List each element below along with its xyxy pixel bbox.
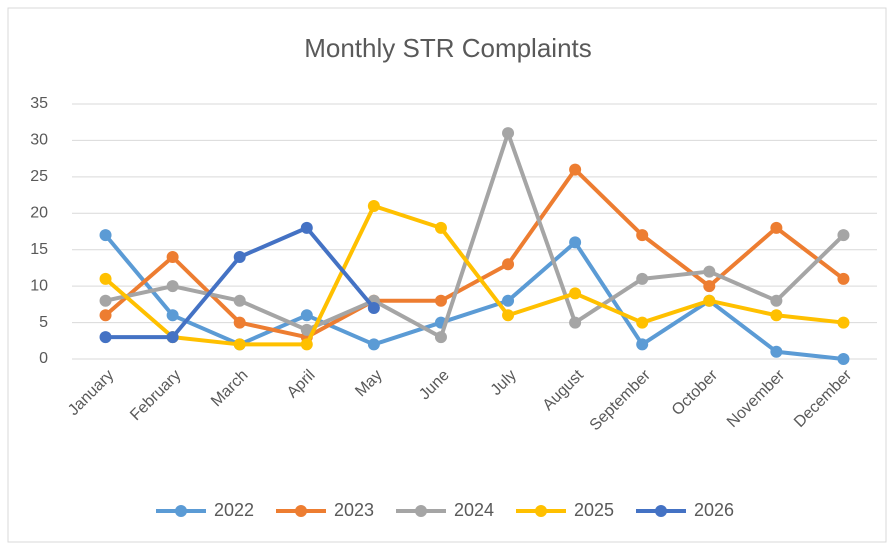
data-point [636, 338, 649, 351]
y-tick-label: 5 [39, 314, 48, 331]
y-tick-label: 15 [30, 241, 48, 258]
data-point [300, 338, 313, 351]
data-point [300, 323, 313, 336]
series-line [104, 204, 844, 347]
data-point [434, 221, 447, 234]
legend-marker [295, 505, 307, 517]
data-point [770, 345, 783, 358]
data-point [233, 294, 246, 307]
y-tick-label: 30 [30, 132, 48, 149]
data-point [502, 294, 515, 307]
data-point [233, 316, 246, 329]
data-point [367, 200, 380, 212]
legend-label: 2023 [334, 500, 374, 520]
data-point [166, 251, 179, 263]
data-point [837, 272, 850, 285]
data-point [434, 294, 447, 307]
data-point [434, 331, 447, 344]
legend-marker [535, 505, 547, 517]
data-point [703, 280, 716, 293]
data-point [99, 229, 112, 242]
data-point [99, 331, 112, 344]
data-point [770, 221, 783, 234]
data-point [569, 236, 582, 249]
legend-label: 2025 [574, 500, 614, 520]
data-point [99, 309, 112, 322]
data-point [502, 127, 515, 140]
data-point [502, 258, 515, 271]
data-point [300, 309, 313, 322]
chart-title: Monthly STR Complaints [304, 33, 592, 63]
data-point [770, 294, 783, 307]
data-point [569, 316, 582, 329]
legend-label: 2026 [694, 500, 734, 520]
data-point [837, 229, 850, 242]
series-line [105, 131, 845, 340]
data-point [99, 294, 112, 307]
data-point [636, 316, 649, 329]
data-point [703, 265, 716, 278]
series-line [104, 233, 844, 361]
legend-marker [175, 505, 187, 517]
y-tick-label: 20 [30, 205, 48, 222]
data-point [502, 309, 515, 322]
data-point [233, 251, 246, 263]
data-point [636, 272, 649, 285]
y-tick-label: 0 [39, 350, 48, 367]
data-point [770, 309, 783, 322]
legend-marker [655, 505, 667, 517]
y-tick-label: 25 [30, 168, 48, 185]
data-point [636, 229, 649, 242]
data-point [367, 302, 380, 314]
data-point [166, 331, 179, 344]
data-point [233, 338, 246, 351]
legend-label: 2024 [454, 500, 494, 520]
y-tick-label: 35 [30, 95, 48, 112]
data-point [166, 309, 179, 322]
data-point [837, 316, 850, 329]
data-point [367, 338, 380, 351]
y-tick-label: 10 [30, 277, 48, 294]
legend-marker [415, 505, 427, 517]
data-point [837, 353, 850, 365]
legend-label: 2022 [214, 500, 254, 520]
data-point [569, 287, 582, 300]
data-point [99, 272, 112, 285]
data-point [300, 221, 313, 234]
data-point [569, 163, 582, 176]
data-point [703, 294, 716, 307]
data-point [166, 280, 179, 293]
